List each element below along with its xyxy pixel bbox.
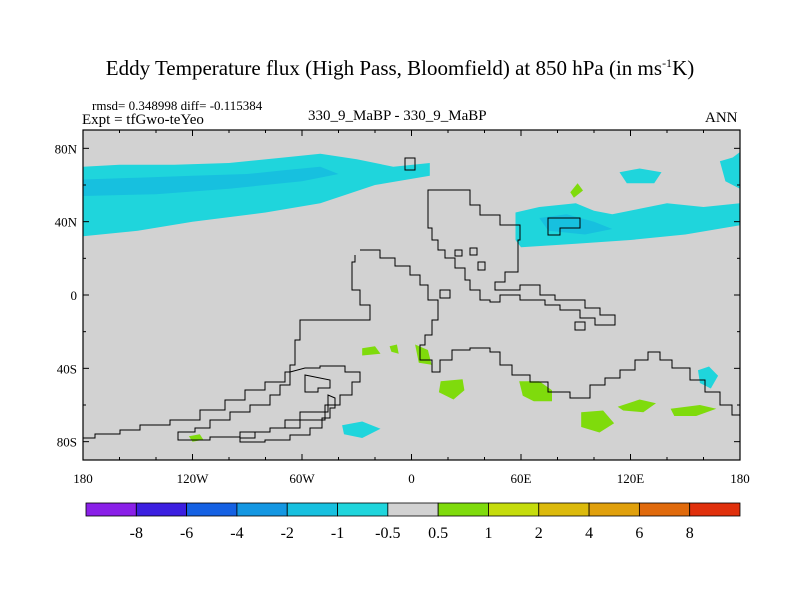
title-end: K)	[672, 56, 695, 80]
colorbar-swatch-2	[186, 502, 238, 517]
colorbar-label-6: 0.5	[428, 525, 448, 542]
x-tick-label-5: 120E	[617, 471, 645, 486]
coastline-3	[177, 365, 361, 441]
colorbar-swatch-0	[85, 502, 137, 517]
colorbar-label-11: 8	[686, 525, 694, 542]
colorbar-swatch-8	[488, 502, 540, 517]
coastline-1	[83, 255, 371, 439]
flux-region-2	[515, 203, 740, 248]
y-tick-label-3: 40S	[57, 361, 77, 376]
y-tick-label-1: 40N	[55, 215, 78, 230]
colorbar-swatch-7	[437, 502, 489, 517]
flux-region-13	[519, 381, 552, 402]
x-tick-label-4: 60E	[511, 471, 532, 486]
colorbar-label-8: 2	[535, 525, 543, 542]
flux-region-14	[581, 410, 615, 433]
flux-region-10	[389, 344, 399, 354]
flux-regions	[83, 152, 740, 442]
coastline-2	[360, 249, 740, 416]
coastline-4	[304, 374, 331, 393]
x-tick-label-6: 180	[730, 471, 750, 486]
colorbar-swatch-1	[135, 502, 188, 517]
x-tick-label-3: 0	[408, 471, 415, 486]
coastline-12	[574, 321, 586, 331]
colorbar-swatch-5	[337, 502, 389, 517]
x-tick-label-2: 60W	[289, 471, 315, 486]
colorbar: -8 -6 -4 -2 -1 -0.5 0.5 1 2 4 6 8	[85, 502, 741, 542]
flux-region-7	[342, 421, 381, 438]
chart-title: Eddy Temperature flux (High Pass, Bloomf…	[0, 56, 800, 81]
colorbar-swatch-3	[236, 502, 288, 517]
coastline-13	[404, 157, 416, 171]
y-tick-label-4: 80S	[57, 435, 77, 450]
flux-region-3	[539, 214, 613, 235]
coastline-9	[469, 247, 478, 256]
coastline-10	[477, 261, 486, 271]
experiment-label: Expt = tfGwo-teYeo	[82, 112, 204, 128]
colorbar-label-1: -6	[180, 525, 193, 542]
coastline-11	[439, 289, 451, 299]
colorbar-label-9: 4	[585, 525, 593, 542]
x-tick-label-1: 120W	[177, 471, 210, 486]
colorbar-label-4: -1	[331, 525, 344, 542]
colorbar-label-0: -8	[130, 525, 143, 542]
x-tick-label-0: 180	[73, 471, 93, 486]
flux-region-8	[570, 183, 583, 198]
title-main: Eddy Temperature flux (High Pass, Bloomf…	[105, 56, 663, 80]
coastline-7	[547, 217, 581, 236]
flux-region-6	[698, 366, 719, 389]
flux-region-12	[438, 379, 465, 400]
flux-region-4	[619, 168, 662, 184]
flux-region-0	[83, 153, 430, 237]
flux-region-15	[617, 399, 656, 413]
colorbar-label-10: 6	[635, 525, 643, 542]
stats-text: rmsd= 0.348998 diff= -0.115384	[92, 98, 263, 113]
y-tick-label-2: 0	[71, 288, 78, 303]
colorbar-label-3: -2	[281, 525, 294, 542]
colorbar-label-5: -0.5	[375, 525, 400, 542]
colorbar-label-7: 1	[484, 525, 492, 542]
cases-label: 330_9_MaBP - 330_9_MaBP	[308, 108, 487, 124]
coastlines	[83, 157, 740, 443]
flux-region-16	[670, 405, 717, 416]
axis-ticks: 180 120W 60W 0 60E 120E 180 80N 40N 0 40S 80S	[55, 130, 750, 486]
flux-region-1	[83, 166, 339, 196]
coastline-5	[239, 394, 336, 443]
coastline-0	[427, 189, 616, 326]
colorbar-label-2: -4	[230, 525, 243, 542]
colorbar-swatch-6	[387, 502, 439, 517]
title-superscript: -1	[662, 56, 673, 70]
colorbar-swatch-10	[588, 502, 640, 517]
colorbar-swatch-12	[689, 502, 741, 517]
flux-region-9	[362, 346, 381, 356]
colorbar-swatch-11	[638, 502, 691, 517]
coastline-8	[454, 249, 463, 257]
y-tick-label-0: 80N	[55, 141, 78, 156]
colorbar-swatch-4	[286, 502, 338, 517]
season-label: ANN	[705, 110, 738, 126]
colorbar-swatch-9	[538, 502, 590, 517]
flux-region-5	[719, 152, 740, 189]
